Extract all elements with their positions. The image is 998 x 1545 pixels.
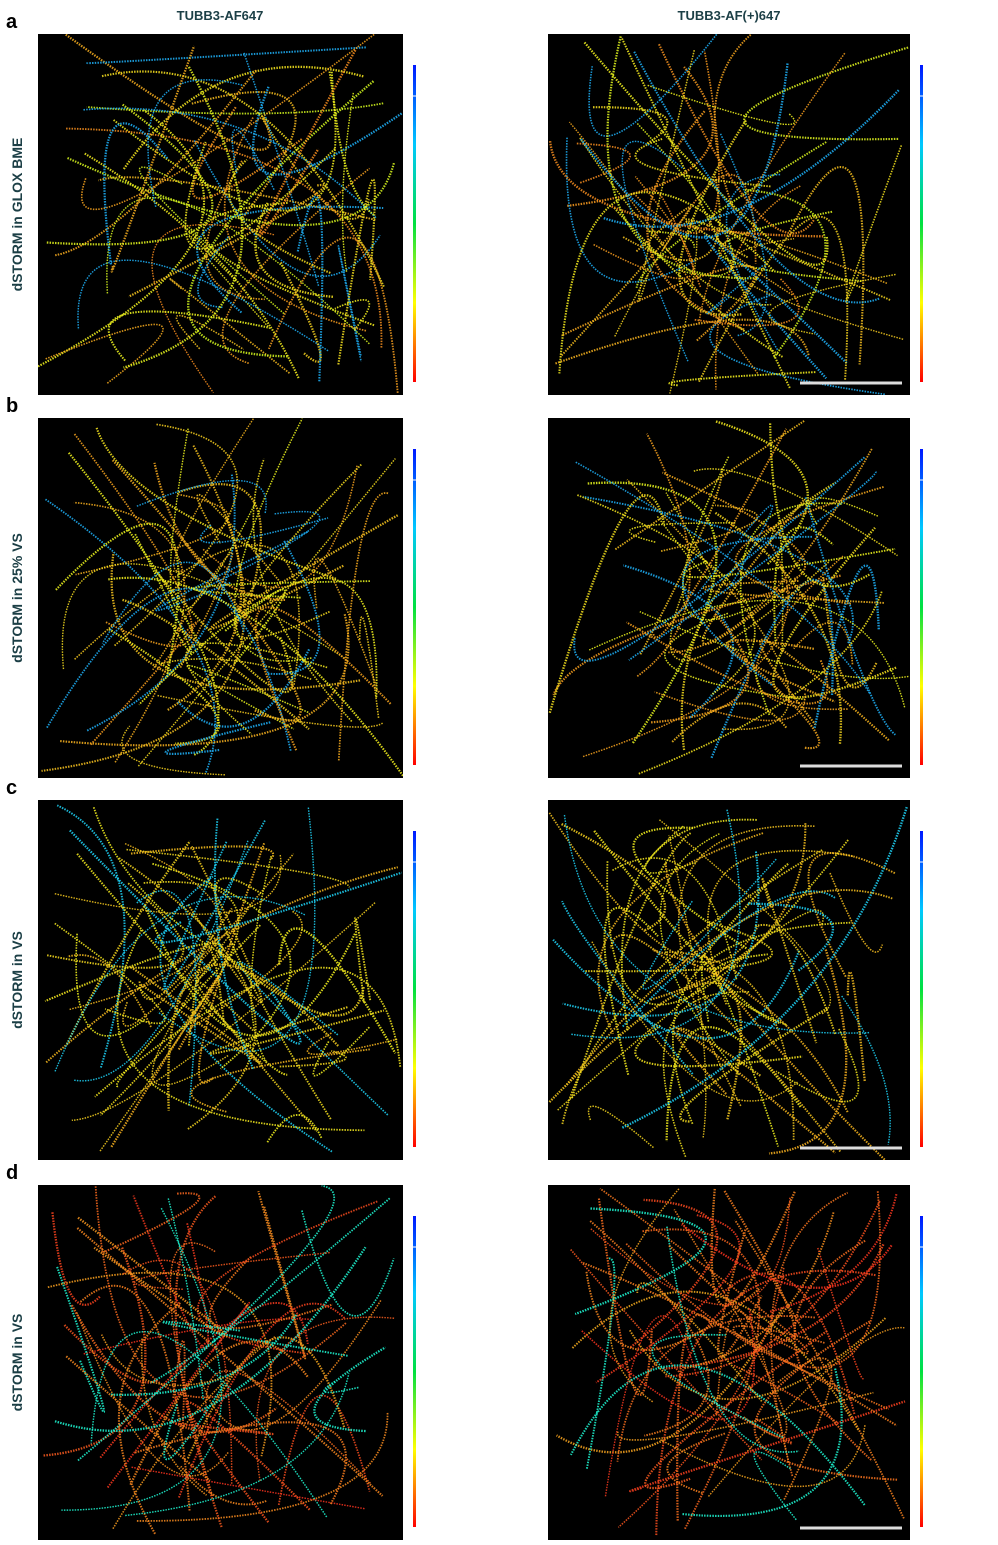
colorbar-max: 1601	[418, 442, 451, 459]
colorbar-focus: F=4125	[418, 89, 469, 106]
colorbar	[920, 449, 923, 765]
colorbar-max: 4270	[418, 58, 451, 75]
colorbar-max: 4320	[925, 1209, 958, 1226]
colorbar-max: 1770	[925, 442, 958, 459]
colorbar-unit: nm	[922, 423, 943, 440]
colorbar-axis: z	[910, 207, 919, 224]
colorbar-focus: F=1425	[418, 473, 469, 490]
colorbar-focus: F=2650	[925, 855, 976, 872]
colorbar-max: 3925	[418, 1209, 451, 1226]
panel-letter: b	[6, 395, 18, 417]
image-background	[38, 1185, 403, 1540]
colorbar-focus: F=4550	[418, 855, 469, 872]
colorbar	[920, 831, 923, 1147]
row-label: dSTORM in GLOX BME	[9, 138, 25, 292]
colorbar-axis: z	[910, 590, 919, 607]
colorbar-min: 1693	[925, 1138, 958, 1155]
panel-letter: a	[6, 11, 18, 33]
microscopy-image	[548, 800, 910, 1160]
image-background	[548, 800, 910, 1160]
colorbar	[920, 1216, 923, 1527]
image-background	[548, 418, 910, 778]
microscopy-image	[38, 418, 403, 778]
colorbar-axis: z	[910, 1355, 919, 1372]
colorbar-axis: z	[403, 590, 412, 607]
microscopy-image	[548, 418, 910, 778]
colorbar-focus: F=5125	[925, 89, 976, 106]
row-label: dSTORM in 25% VS	[9, 533, 25, 663]
colorbar	[920, 65, 923, 382]
colorbar-focus: F=3775	[418, 1240, 469, 1257]
colorbar-min: 2880	[925, 1518, 958, 1535]
colorbar-unit: nm	[922, 805, 943, 822]
colorbar-unit: nm	[922, 1190, 943, 1207]
column-header: TUBB3-AF(+)647	[678, 8, 781, 23]
colorbar-axis: z	[403, 207, 412, 224]
colorbar-min: 2565	[418, 1518, 451, 1535]
column-header: TUBB3-AF647	[177, 8, 264, 23]
panel-letter: c	[6, 777, 17, 799]
colorbar	[413, 65, 416, 382]
microscopy-image	[548, 1185, 910, 1540]
colorbar-unit: nm	[922, 39, 943, 56]
page: TUBB3-AF647 TUBB3-AF(+)647 a dSTORM in GL…	[0, 0, 998, 1540]
colorbar-axis: z	[403, 1355, 412, 1372]
figure: TUBB3-AF647 TUBB3-AF(+)647 a dSTORM in GL…	[0, 0, 998, 1540]
colorbar-min: 2830	[418, 373, 451, 390]
microscopy-image	[38, 800, 403, 1160]
row-label: dSTORM in VS	[9, 1314, 25, 1412]
colorbar-unit: nm	[415, 805, 436, 822]
panel-letter: d	[6, 1162, 18, 1184]
colorbar-focus: F=1600	[925, 473, 976, 490]
colorbar-unit: nm	[415, 423, 436, 440]
colorbar-min: 3657	[925, 373, 958, 390]
colorbar-focus: F=4175	[925, 1240, 976, 1257]
colorbar-unit: nm	[415, 39, 436, 56]
row-label: dSTORM in VS	[9, 931, 25, 1029]
colorbar	[413, 831, 416, 1147]
colorbar	[413, 449, 416, 765]
colorbar	[413, 1216, 416, 1527]
colorbar-axis: z	[403, 972, 412, 989]
colorbar-unit: nm	[415, 1190, 436, 1207]
colorbar-axis: z	[910, 972, 919, 989]
colorbar-min: 801	[418, 756, 443, 773]
colorbar-max: 4690	[418, 824, 451, 841]
colorbar-min: 920	[925, 756, 950, 773]
microscopy-image	[548, 34, 910, 395]
microscopy-image	[38, 1185, 403, 1540]
colorbar-max: 2813	[925, 824, 958, 841]
colorbar-max: 5257	[925, 58, 958, 75]
colorbar-min: 3160	[418, 1138, 451, 1155]
microscopy-image	[38, 34, 403, 395]
